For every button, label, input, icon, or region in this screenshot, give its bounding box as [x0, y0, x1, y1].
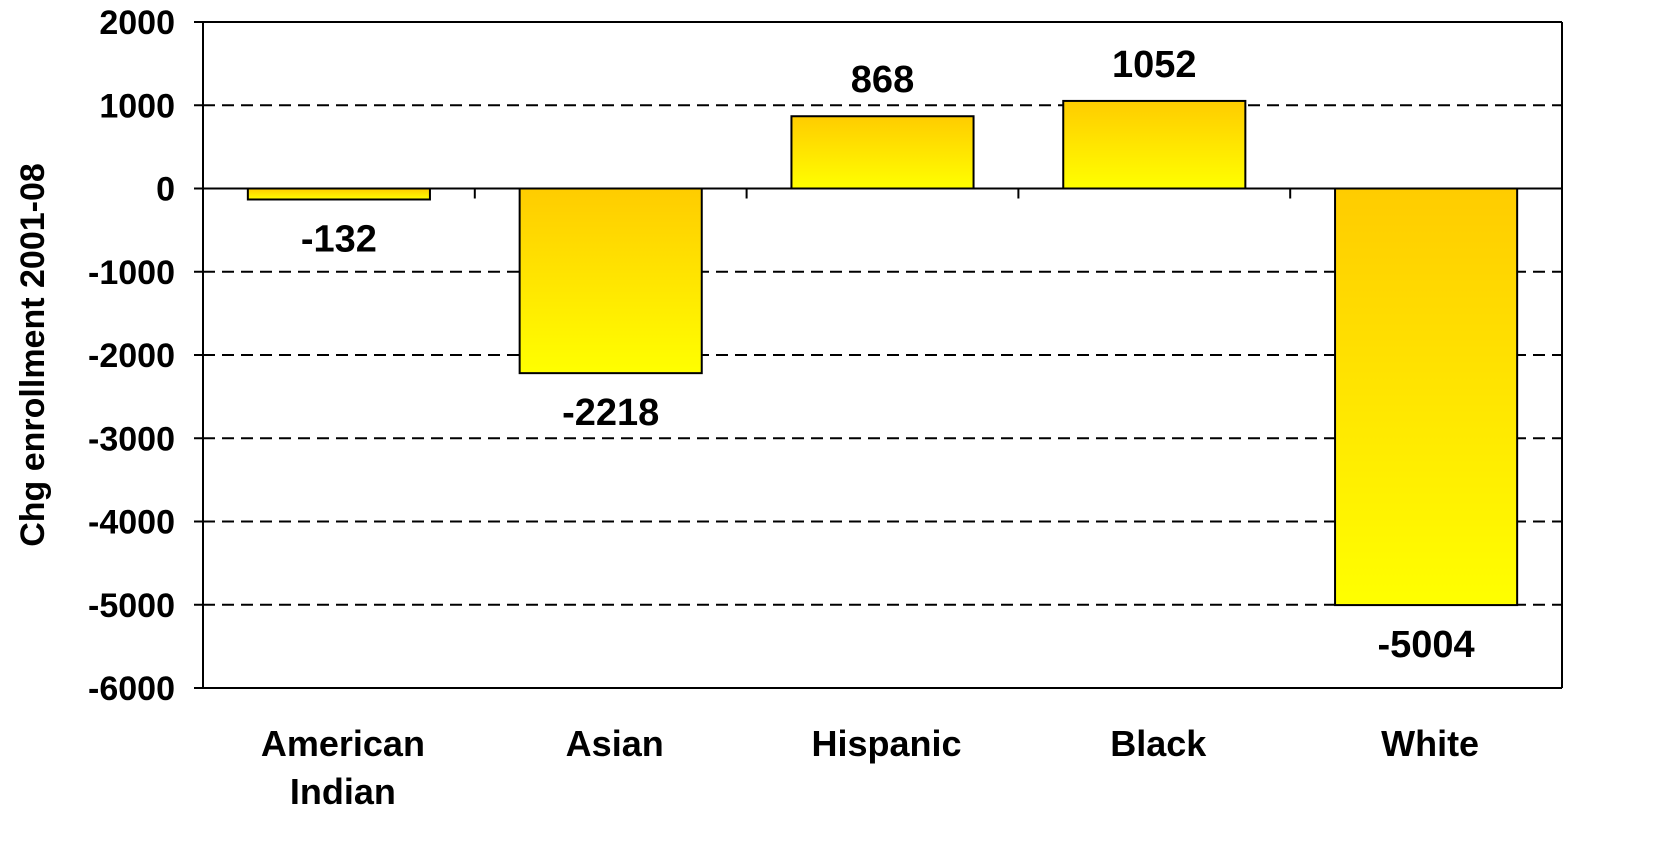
y-axis-title: Chg enrollment 2001-08 [14, 163, 52, 547]
x-category-label: American [261, 723, 425, 764]
x-category-label: Indian [290, 771, 396, 812]
bar [246, 187, 431, 201]
y-tick-label: 2000 [99, 4, 175, 42]
bar [1062, 99, 1247, 190]
y-tick-label: -2000 [88, 337, 175, 375]
y-tick-label: 1000 [99, 87, 175, 125]
y-tick-label: -1000 [88, 254, 175, 292]
y-tick-labels: 2000 1000 0 -1000 -2000 -3000 -4000 -5000 -6000 [88, 4, 175, 708]
data-label: -5004 [1377, 624, 1474, 666]
bar [1334, 187, 1519, 607]
x-category-label: Hispanic [811, 723, 961, 764]
bar [518, 187, 703, 375]
y-tick-label: -4000 [88, 504, 175, 542]
y-tick-label: -3000 [88, 420, 175, 458]
data-label: 868 [851, 59, 914, 101]
x-category-labels: American Indian Asian Hispanic Black White [261, 723, 1479, 812]
y-tick-label: -5000 [88, 587, 175, 625]
data-label: -132 [301, 218, 377, 260]
data-label: 1052 [1112, 44, 1197, 86]
x-category-label: Asian [566, 723, 664, 764]
data-label: -2218 [562, 392, 659, 434]
data-labels: -132 -2218 868 1052 -5004 [301, 44, 1475, 666]
y-tick-label: 0 [156, 171, 175, 209]
bar [790, 115, 975, 190]
axes [202, 21, 1563, 689]
y-tick-label: -6000 [88, 670, 175, 708]
x-category-label: Black [1110, 723, 1207, 764]
bars [246, 99, 1519, 607]
x-category-label: White [1381, 723, 1479, 764]
